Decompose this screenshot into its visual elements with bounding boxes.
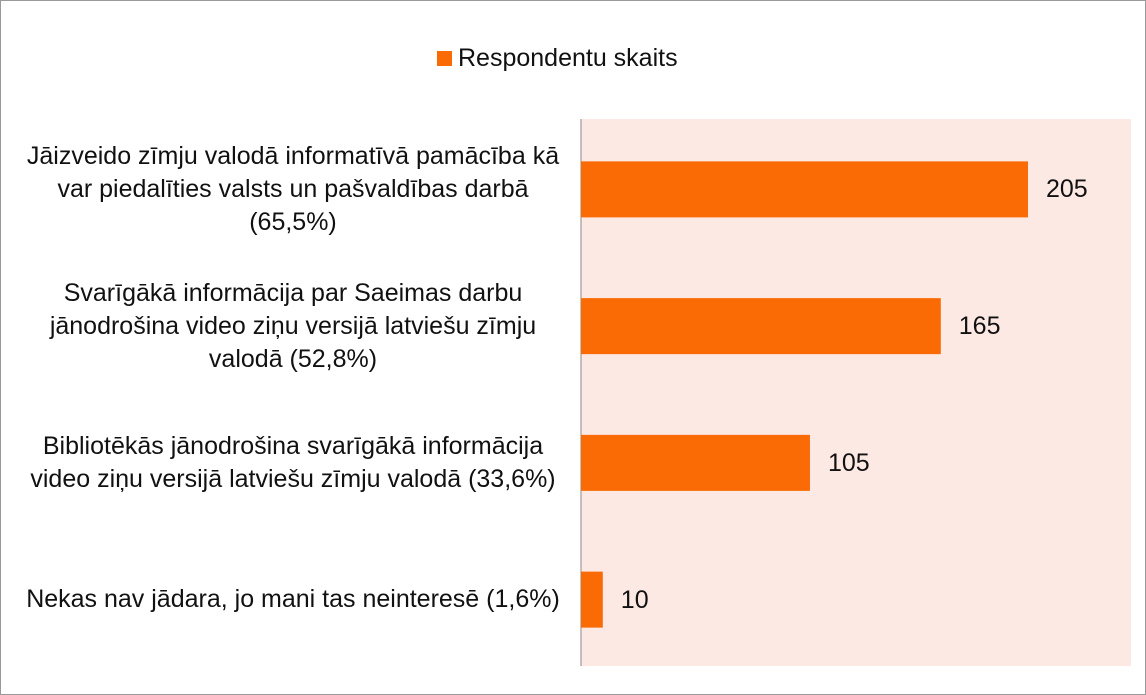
legend-swatch [437,51,452,66]
value-label: 10 [620,585,649,614]
bar [581,298,941,355]
legend-label: Respondentu skaits [458,44,678,72]
bar [581,161,1028,218]
bar [581,571,603,628]
value-label: 205 [1046,175,1088,204]
bar [581,434,810,491]
value-label: 165 [958,312,1001,341]
value-label: 105 [827,448,870,477]
y-tick-label: Bibliotēkās jānodrošina svarīgākā inform… [30,431,556,493]
y-tick-label: Nekas nav jādara, jo mani tas neinteresē… [26,585,560,614]
y-tick-label: Jāizveido zīmju valodā informatīvā pamāc… [26,141,560,236]
y-tick-label: Svarīgākā informācija par Saeimas darbu … [49,278,537,373]
